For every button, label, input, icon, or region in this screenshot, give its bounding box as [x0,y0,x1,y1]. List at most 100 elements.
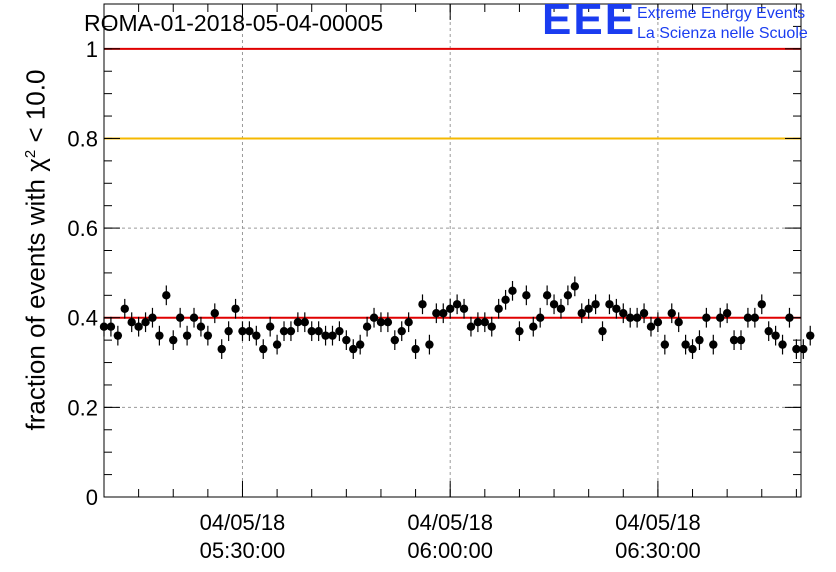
data-point [459,304,469,313]
data-point [238,326,247,336]
data-point [182,331,192,340]
data-point [272,340,282,349]
data-point [750,313,760,322]
data-point [259,344,268,354]
data-point [335,326,344,336]
y-tick-label: 0 [86,485,98,510]
data-point [418,300,427,309]
data-point [120,304,129,313]
data-point [667,309,676,318]
data-point [210,309,219,318]
chart-title: ROMA-01-2018-05-04-00005 [84,10,384,36]
data-point [293,318,303,327]
data-point [480,318,490,327]
data-point [162,291,171,300]
data-point [515,326,524,336]
y-axis-label-sup: 2 [21,149,39,159]
x-tick-label-date: 04/05/18 [407,510,493,535]
data-point [445,304,455,313]
y-tick-label: 0.8 [67,126,98,151]
data-point [286,326,296,336]
data-point [473,318,483,327]
data-point [148,313,157,322]
data-point [106,322,116,331]
x-tick-label-date: 04/05/18 [615,510,701,535]
data-point [563,291,573,300]
data-point [452,300,462,309]
data-point [660,340,670,349]
data-point [736,335,746,345]
data-point [231,304,240,313]
x-tick-label-time: 06:30:00 [615,538,701,563]
data-point [764,326,773,336]
data-point [542,291,552,300]
data-point [127,318,136,327]
y-tick-label: 1 [86,37,98,62]
data-point [522,291,531,300]
eee-logo: EEE Extreme Energy Events La Scienza nel… [542,0,832,46]
data-point [632,313,642,322]
data-point [806,331,815,340]
data-point [501,295,510,304]
data-point [245,326,254,336]
data-point [695,335,704,345]
data-point [494,304,503,313]
data-point [425,340,434,349]
logo-line-1: Extreme Energy Events [637,5,806,22]
data-point [778,340,787,349]
plot-frame [103,3,802,498]
data-point [508,286,517,296]
data-point [792,344,801,354]
data-point [252,331,261,340]
data-point [314,326,323,336]
data-point [466,322,476,331]
data-point [328,331,337,340]
data-point [716,313,725,322]
data-point [598,326,607,336]
data-point [626,313,635,322]
data-point [134,322,143,331]
data-point [155,331,164,340]
data-point [771,331,780,340]
data-point [397,326,406,336]
data-point [300,318,309,327]
data-point [376,318,386,327]
logo-line-2: La Scienza nelle Scuole [637,25,808,42]
data-point [383,318,393,327]
data-point [369,313,379,322]
data-point [605,300,614,309]
y-axis-label: fraction of events with χ2 < 10.0 [21,70,52,431]
data-point [529,322,538,331]
data-point [612,304,621,313]
data-point [556,304,566,313]
data-point [404,318,413,327]
data-point [549,300,559,309]
y-tick-label: 0.4 [67,306,98,331]
data-point [688,344,697,354]
data-point [203,331,213,340]
data-point [432,309,441,318]
data-point [342,335,351,345]
data-point [279,326,289,336]
data-point [189,313,199,322]
data-point [570,282,580,291]
data-point [321,331,330,340]
data-point [757,300,766,309]
data-point [362,322,372,331]
axis-ticks: 0 0.2 0.4 0.6 0.8 1 04/05/18 05:30:00 04/05/18 06… [67,3,801,563]
data-point [743,313,753,322]
data-point [674,318,683,327]
eee-logo-mark: EEE [542,0,637,44]
data-point [681,340,690,349]
data-point [411,344,420,354]
data-point [653,318,663,327]
y-tick-label: 0.6 [67,216,98,241]
data-point [646,322,656,331]
y-axis-label-prefix: fraction of events with χ [20,158,51,431]
data-point [390,335,400,345]
data-point [591,300,600,309]
data-point [141,318,150,327]
grid-lines [104,4,801,498]
data-point [577,309,586,318]
